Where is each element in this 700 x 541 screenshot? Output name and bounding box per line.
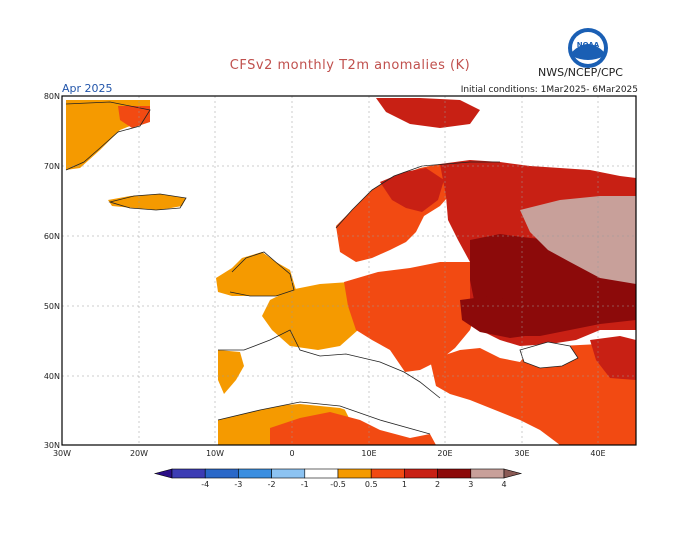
anomaly-iberia-west [218, 350, 244, 394]
lat-labels: 80N 70N 60N 50N 40N 30N [44, 92, 60, 450]
grid-lines [62, 96, 636, 445]
lon-label: 40E [590, 449, 605, 458]
logo-text: NOAA [577, 41, 600, 49]
colorbar-tick-label: 1 [402, 480, 407, 489]
colorbar-swatch [204, 468, 239, 479]
colorbar-tick-label: 4 [501, 480, 506, 489]
anomaly-france [262, 282, 358, 350]
lat-label: 50N [44, 302, 60, 311]
map-border [61, 95, 637, 446]
lat-label: 30N [44, 441, 60, 450]
colorbar-swatch [238, 468, 272, 479]
colorbar-tick-label: -2 [268, 480, 276, 489]
colorbar-swatch [304, 468, 339, 479]
anomaly-north-africa-red [270, 412, 436, 445]
lon-label: 10E [361, 449, 376, 458]
valid-month-label: Apr 2025 [62, 82, 113, 95]
anomaly-svalbard [376, 98, 480, 128]
anomaly-central-europe [344, 262, 480, 372]
colorbar-arrow-right [503, 468, 523, 479]
lat-label: 60N [44, 232, 60, 241]
lon-labels: 30W 20W 10W 0 10E 20E 30E 40E [53, 449, 606, 458]
colorbar-tick-label: -3 [234, 480, 242, 489]
anomaly-balkans [430, 344, 636, 445]
lon-label: 30W [53, 449, 71, 458]
colorbar-swatch [271, 468, 306, 479]
coastlines [65, 101, 579, 435]
initial-conditions-label: Initial conditions: 1Mar2025- 6Mar2025 [460, 85, 638, 95]
colorbar-swatch [171, 468, 206, 479]
agency-label: NWS/NCEP/CPC [538, 66, 623, 79]
lon-label: 30E [514, 449, 529, 458]
mediterranean [250, 356, 450, 430]
colorbar: -4 -3 -2 -1 -0.5 0.5 1 2 3 4 [153, 468, 523, 489]
chart-title: CFSv2 monthly T2m anomalies (K) [229, 58, 471, 73]
colorbar-tick-label: -0.5 [330, 480, 346, 489]
lon-label: 0 [289, 449, 294, 458]
lon-label: 10W [206, 449, 224, 458]
anomaly-fields [66, 98, 636, 445]
anomaly-ukraine [460, 296, 540, 338]
colorbar-arrow-left [153, 468, 173, 479]
colorbar-tick-label: 0.5 [365, 480, 378, 489]
anomaly-scandinavia-dark [380, 168, 444, 212]
colorbar-swatch [404, 468, 438, 479]
colorbar-swatch [337, 468, 372, 479]
lat-label: 80N [44, 92, 60, 101]
colorbar-swatch [370, 468, 405, 479]
lon-label: 20W [130, 449, 148, 458]
lat-label: 40N [44, 372, 60, 381]
lon-label: 20E [437, 449, 452, 458]
colorbar-tick-label: -1 [301, 480, 309, 489]
colorbar-tick-label: 2 [435, 480, 440, 489]
anomaly-british-isles [216, 252, 296, 296]
black-sea [520, 342, 578, 368]
anomaly-arctic-russia [520, 196, 636, 284]
lat-label: 70N [44, 162, 60, 171]
noaa-logo: NOAA [568, 28, 608, 68]
colorbar-tick-label: -4 [201, 480, 209, 489]
colorbar-swatch [470, 468, 505, 479]
colorbar-tick-label: 3 [468, 480, 473, 489]
anomaly-caspian-region [590, 336, 636, 380]
colorbar-swatch [437, 468, 472, 479]
